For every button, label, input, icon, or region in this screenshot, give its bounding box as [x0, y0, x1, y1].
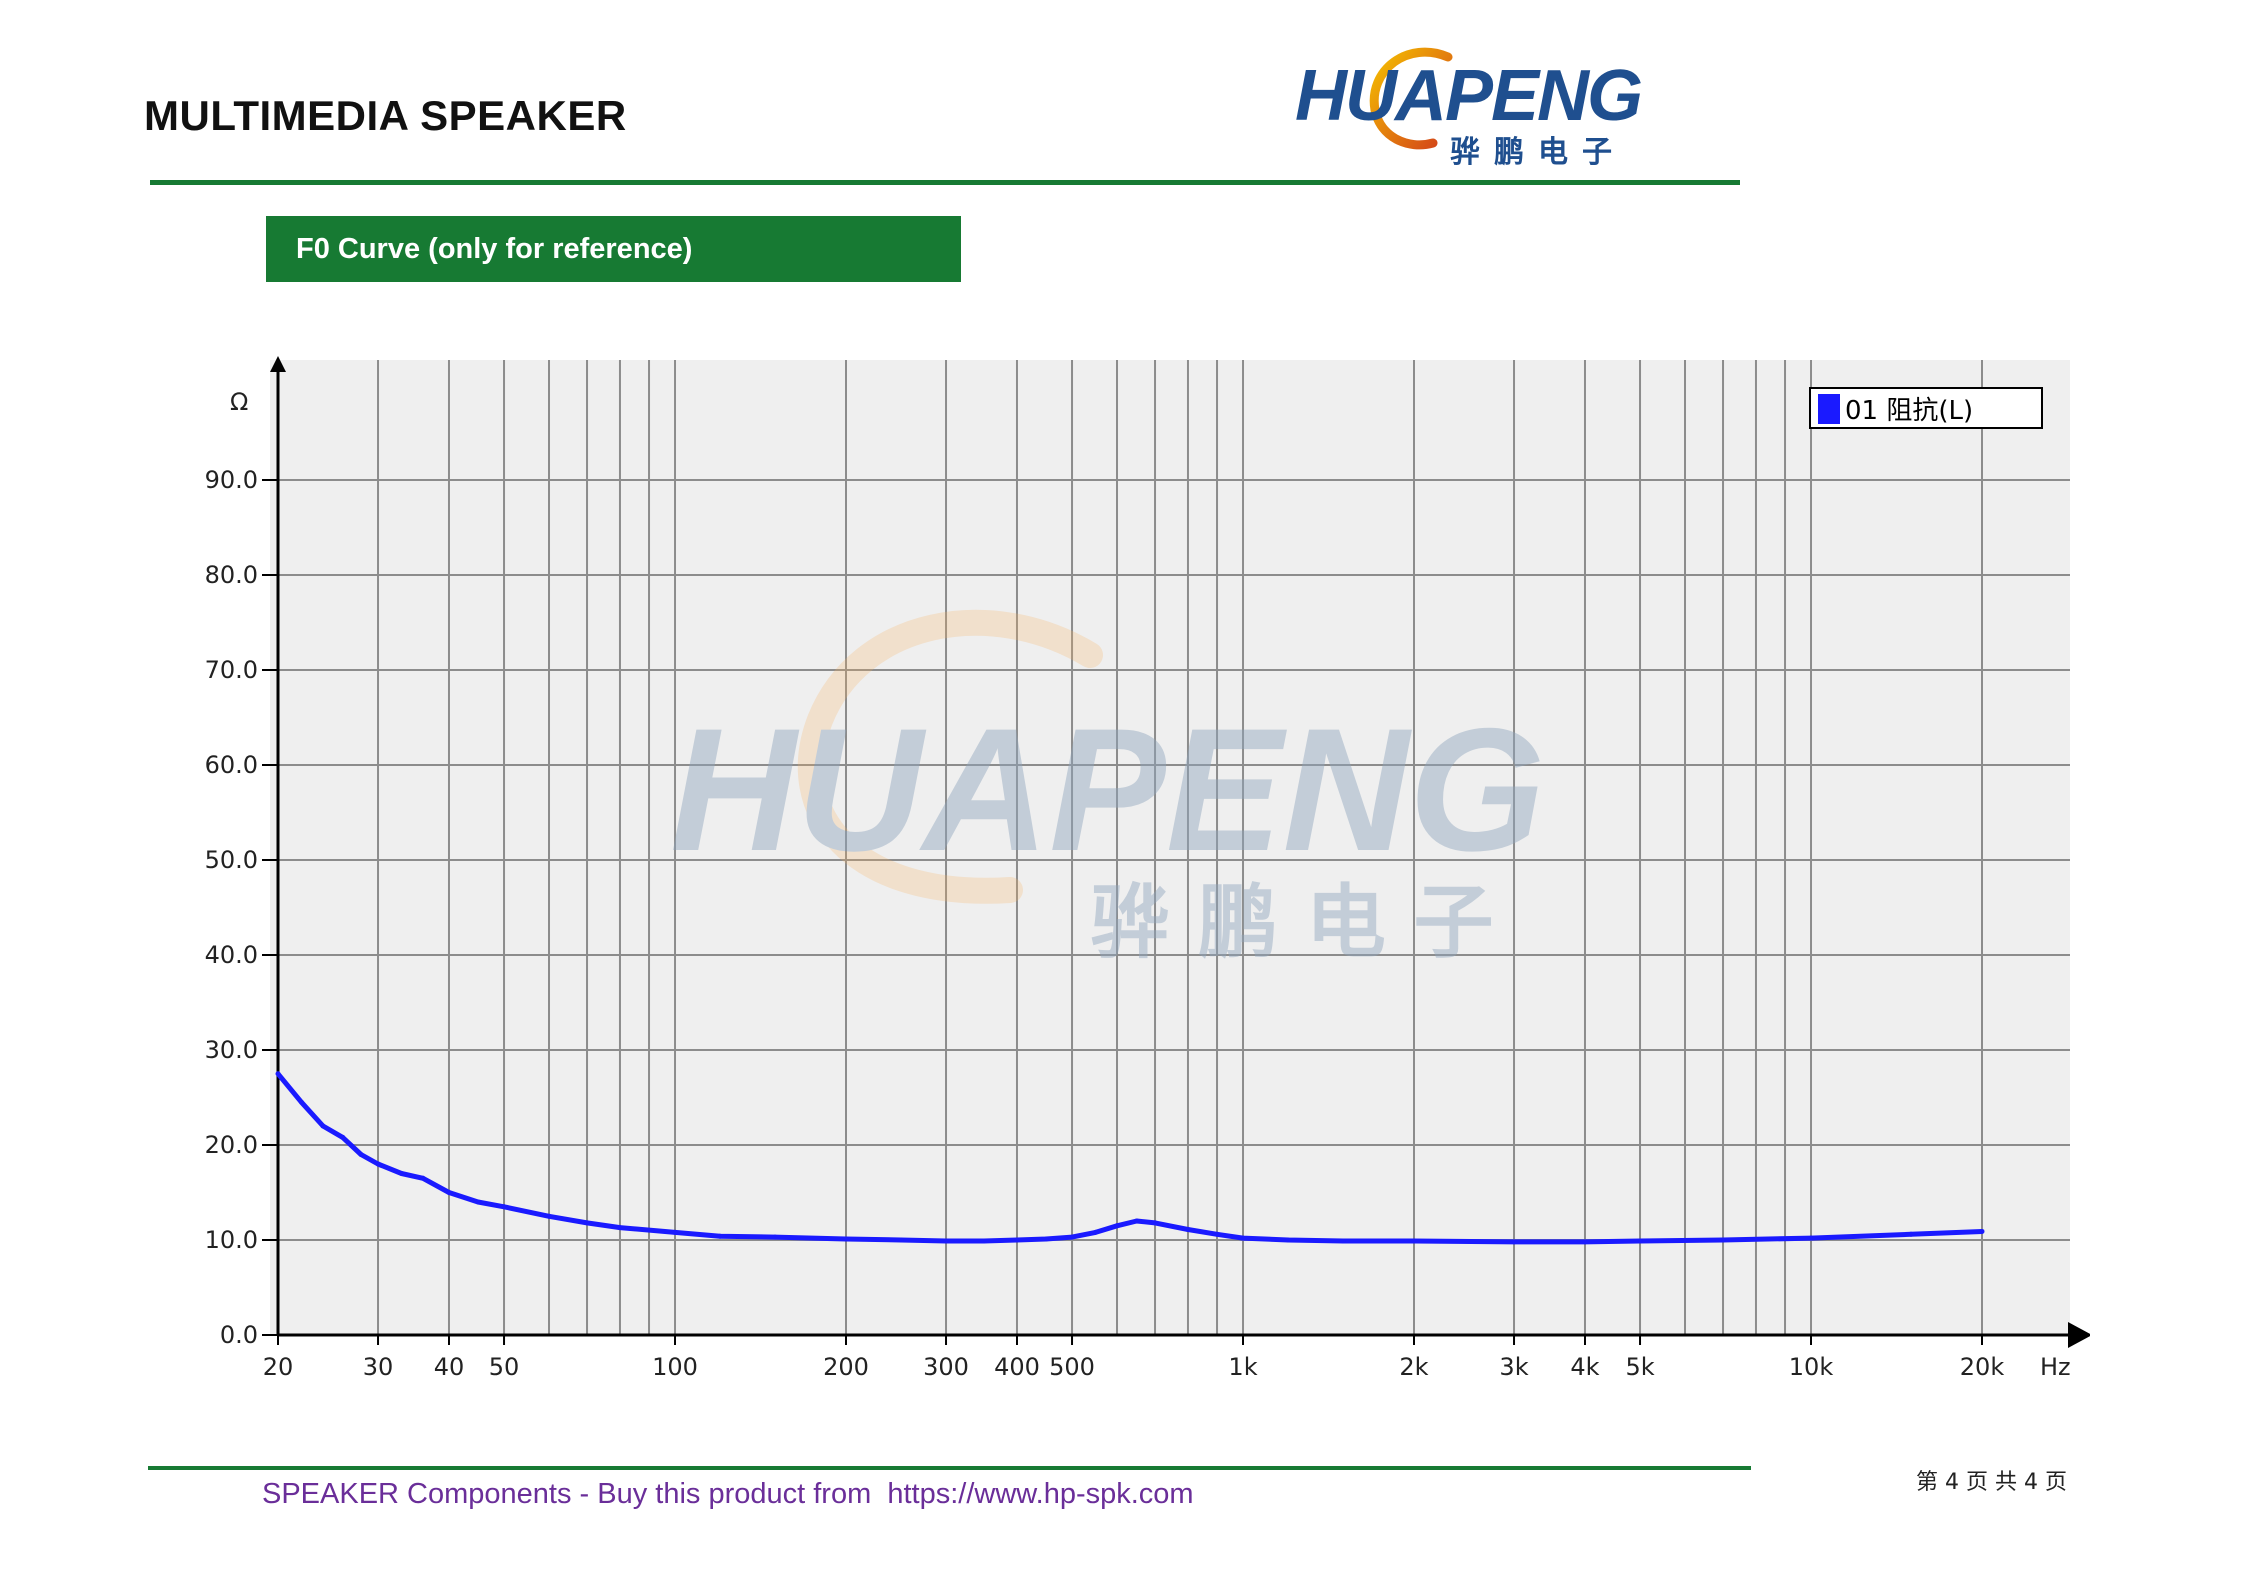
data-point — [1014, 1237, 1020, 1243]
data-point — [546, 1213, 552, 1219]
y-axis-arrow-icon — [270, 356, 286, 372]
x-tick-label: 4k — [1570, 1353, 1599, 1381]
data-point — [446, 1190, 452, 1195]
x-tick-label: 300 — [923, 1353, 969, 1381]
legend-label: 01 阻抗(L) — [1845, 396, 1973, 426]
y-tick-label: 60.0 — [205, 751, 258, 779]
data-point — [1637, 1238, 1643, 1244]
y-tick-label: 20.0 — [205, 1131, 258, 1159]
data-point — [420, 1175, 426, 1181]
data-point — [375, 1161, 381, 1167]
data-point — [1114, 1223, 1120, 1229]
y-tick-label: 10.0 — [205, 1226, 258, 1254]
data-point — [1908, 1231, 1914, 1237]
data-point — [672, 1229, 678, 1235]
data-point — [1240, 1235, 1246, 1241]
data-point — [299, 1099, 305, 1105]
x-tick-label: 30 — [363, 1353, 394, 1381]
data-point — [1340, 1238, 1346, 1244]
data-point — [843, 1236, 849, 1242]
data-point — [399, 1171, 405, 1176]
vertical-gridlines — [277, 360, 1983, 1335]
page-indicator: 第 4 页 共 4 页 — [1916, 1470, 2067, 1495]
y-tick-label: 40.0 — [205, 941, 258, 969]
data-point — [1185, 1227, 1191, 1233]
logo-arc-icon — [1369, 47, 1453, 150]
data-point — [772, 1234, 778, 1240]
data-point — [1285, 1237, 1291, 1243]
plot-background — [270, 360, 2070, 1335]
logo-chinese-name: 骅鹏电子 — [1450, 135, 1626, 170]
y-axis-unit-label: Ω — [230, 388, 248, 416]
data-point — [1152, 1220, 1158, 1226]
watermark: HUAPENG 骅 鹏 电 子 — [670, 609, 1545, 969]
data-point — [717, 1233, 723, 1239]
data-point — [584, 1220, 590, 1226]
y-tick-label: 80.0 — [205, 561, 258, 589]
series-data-points — [275, 1071, 1985, 1245]
legend-swatch — [1818, 394, 1840, 424]
data-point — [475, 1199, 481, 1205]
x-tick-label: 5k — [1625, 1353, 1654, 1381]
document-title: MULTIMEDIA SPEAKER — [144, 92, 627, 139]
data-point — [943, 1238, 949, 1244]
data-point — [275, 1071, 281, 1077]
data-point — [898, 1237, 904, 1243]
data-point — [1069, 1234, 1075, 1240]
logo-wordmark: HUAPENG — [1295, 56, 1643, 136]
x-axis-unit-label: Hz — [2040, 1353, 2071, 1381]
header-divider — [150, 180, 1740, 185]
x-tick-label: 200 — [823, 1353, 869, 1381]
data-point — [358, 1152, 364, 1157]
data-point — [1720, 1237, 1726, 1243]
y-tick-label: 30.0 — [205, 1036, 258, 1064]
y-tick-label: 90.0 — [205, 466, 258, 494]
x-tick-labels: 20 30 40 50 100 200 300 400 500 1k 2k 3k 4k 5k 10k 20k — [263, 1335, 2005, 1381]
x-tick-label: 50 — [489, 1353, 520, 1381]
x-tick-label: 2k — [1399, 1353, 1428, 1381]
data-point — [501, 1204, 507, 1210]
footer-divider — [148, 1466, 1751, 1470]
footer-link-text[interactable]: SPEAKER Components - Buy this product fr… — [262, 1478, 1194, 1510]
data-point — [1979, 1228, 1985, 1234]
horizontal-gridlines — [270, 479, 2070, 1241]
data-point — [1511, 1239, 1517, 1245]
watermark-text: HUAPENG — [670, 693, 1545, 888]
y-tick-label: 50.0 — [205, 846, 258, 874]
data-point — [617, 1225, 623, 1231]
data-point — [1043, 1236, 1049, 1242]
data-point — [1093, 1229, 1099, 1235]
x-tick-label: 100 — [652, 1353, 698, 1381]
legend: 01 阻抗(L) — [1809, 387, 2043, 429]
data-point — [1214, 1231, 1220, 1237]
data-point — [340, 1134, 346, 1140]
x-tick-label: 20 — [263, 1353, 294, 1381]
x-tick-label: 3k — [1499, 1353, 1528, 1381]
x-tick-label: 400 — [994, 1353, 1040, 1381]
data-point — [1134, 1218, 1140, 1224]
data-point — [1582, 1239, 1588, 1245]
section-heading: F0 Curve (only for reference) — [266, 216, 961, 282]
x-tick-label: 1k — [1228, 1353, 1257, 1381]
x-tick-label: 20k — [1960, 1353, 2005, 1381]
y-tick-labels: 0.0 10.0 20.0 30.0 40.0 50.0 60.0 70.0 80.0 90.0 — [205, 466, 278, 1349]
data-point — [1411, 1238, 1417, 1244]
y-tick-label: 0.0 — [220, 1321, 258, 1349]
watermark-subtext: 骅 鹏 电 子 — [1090, 876, 1494, 969]
impedance-chart: HUAPENG 骅 鹏 电 子 20 30 40 50 100 200 300 400 500 1… — [170, 350, 2092, 1410]
y-tick-label: 70.0 — [205, 656, 258, 684]
chart-svg: HUAPENG 骅 鹏 电 子 20 30 40 50 100 200 300 400 500 1… — [205, 356, 2092, 1381]
x-tick-label: 40 — [434, 1353, 465, 1381]
company-logo: HUAPENG 骅鹏电子 — [1295, 45, 1643, 170]
legend-box — [1809, 387, 2043, 429]
x-axis-arrow-icon — [2068, 1322, 2092, 1348]
data-point — [320, 1123, 326, 1129]
data-point — [981, 1238, 987, 1244]
x-tick-label: 500 — [1049, 1353, 1095, 1381]
data-point — [1808, 1235, 1814, 1241]
x-tick-label: 10k — [1789, 1353, 1834, 1381]
